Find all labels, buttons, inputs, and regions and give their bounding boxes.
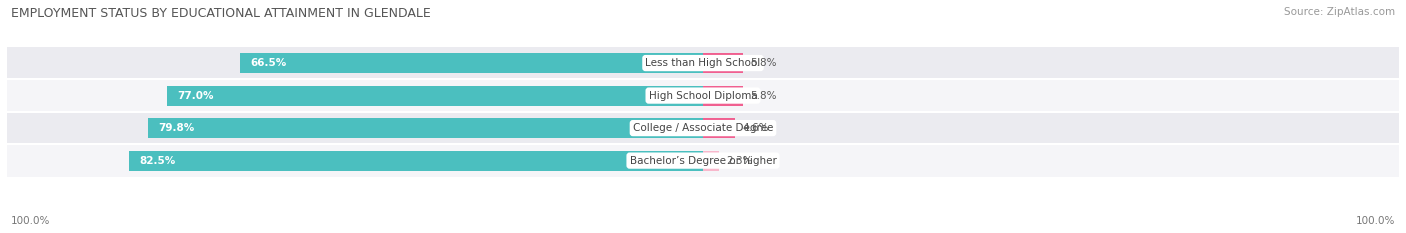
Bar (703, 86, 744, 106)
Bar (7, 112, 1399, 144)
Bar (7, 79, 1399, 112)
Bar (240, 53, 703, 73)
Text: Bachelor’s Degree or higher: Bachelor’s Degree or higher (630, 156, 776, 166)
Bar (703, 53, 744, 73)
Text: College / Associate Degree: College / Associate Degree (633, 123, 773, 133)
Bar (129, 151, 703, 171)
Text: 4.6%: 4.6% (742, 123, 769, 133)
Text: Less than High School: Less than High School (645, 58, 761, 68)
Text: 5.8%: 5.8% (751, 91, 778, 101)
Text: 82.5%: 82.5% (139, 156, 176, 166)
Text: 66.5%: 66.5% (250, 58, 287, 68)
Text: EMPLOYMENT STATUS BY EDUCATIONAL ATTAINMENT IN GLENDALE: EMPLOYMENT STATUS BY EDUCATIONAL ATTAINM… (11, 7, 432, 20)
Text: Source: ZipAtlas.com: Source: ZipAtlas.com (1284, 7, 1395, 17)
Text: 100.0%: 100.0% (1355, 216, 1395, 226)
Bar (703, 118, 735, 138)
Bar (703, 151, 718, 171)
Text: 2.3%: 2.3% (725, 156, 752, 166)
Bar (148, 118, 703, 138)
Text: 77.0%: 77.0% (177, 91, 214, 101)
Bar (167, 86, 703, 106)
Text: High School Diploma: High School Diploma (648, 91, 758, 101)
Text: 100.0%: 100.0% (11, 216, 51, 226)
Bar (7, 144, 1399, 177)
Bar (7, 47, 1399, 79)
Text: 5.8%: 5.8% (751, 58, 778, 68)
Text: 79.8%: 79.8% (157, 123, 194, 133)
